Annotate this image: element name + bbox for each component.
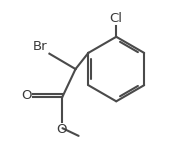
Text: Cl: Cl (110, 12, 123, 25)
Text: O: O (57, 123, 67, 136)
Text: O: O (21, 89, 32, 102)
Text: Br: Br (32, 40, 47, 53)
